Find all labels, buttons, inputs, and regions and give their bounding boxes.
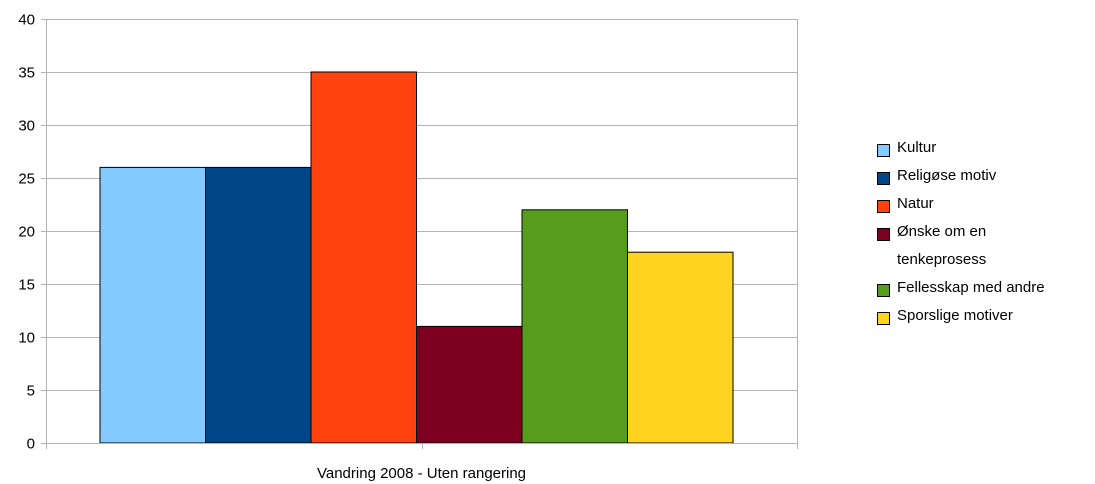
bar-kultur: [99, 166, 206, 444]
bar-sporslige-motiver: [627, 251, 734, 444]
legend-label: Fellesskap med andre: [897, 279, 1045, 296]
bar-religøse-motiv: [205, 166, 312, 444]
y-axis-ticks: 0 5 10 15 20 25 30 35 40: [18, 12, 35, 453]
y-tick-label: 25: [18, 171, 35, 188]
legend-item: Religøse motiv: [877, 167, 1092, 196]
legend-label: Sporslige motiver: [897, 307, 1013, 324]
y-tick-label: 40: [18, 12, 35, 29]
legend-swatch: [877, 172, 890, 185]
bars: [99, 71, 734, 444]
y-tick-label: 20: [18, 224, 35, 241]
bar-fellesskap-med-andre: [521, 209, 628, 444]
legend-swatch: [877, 228, 890, 241]
legend-item: Kultur: [877, 139, 1092, 168]
legend-swatch: [877, 144, 890, 157]
x-category-label: Vandring 2008 - Uten rangering: [317, 465, 526, 482]
bar-ønske-om-en-tenkeprosess: [416, 325, 523, 444]
legend-item: Fellesskap med andre: [877, 279, 1092, 308]
y-tick-label: 15: [18, 277, 35, 294]
y-tick-label: 10: [18, 330, 35, 347]
legend-item: Sporslige motiver: [877, 307, 1092, 336]
legend: Kultur Religøse motiv Natur Ønske om en ten…: [877, 139, 1092, 336]
y-tick-label: 5: [27, 383, 35, 400]
legend-swatch: [877, 200, 890, 213]
legend-label: Natur: [897, 195, 934, 212]
legend-item: Ønske om en tenkeprosess: [877, 223, 1092, 280]
legend-item: Natur: [877, 195, 1092, 224]
y-tick-label: 30: [18, 118, 35, 135]
y-tick-label: 35: [18, 65, 35, 82]
legend-label: Ønske om en tenkeprosess: [897, 223, 987, 268]
legend-swatch: [877, 284, 890, 297]
legend-swatch: [877, 312, 890, 325]
x-axis-ticks: [46, 443, 798, 449]
legend-label: Religøse motiv: [897, 167, 997, 184]
bar-natur: [310, 71, 417, 444]
legend-label: Kultur: [897, 139, 937, 156]
y-tick-label: 0: [27, 436, 35, 453]
